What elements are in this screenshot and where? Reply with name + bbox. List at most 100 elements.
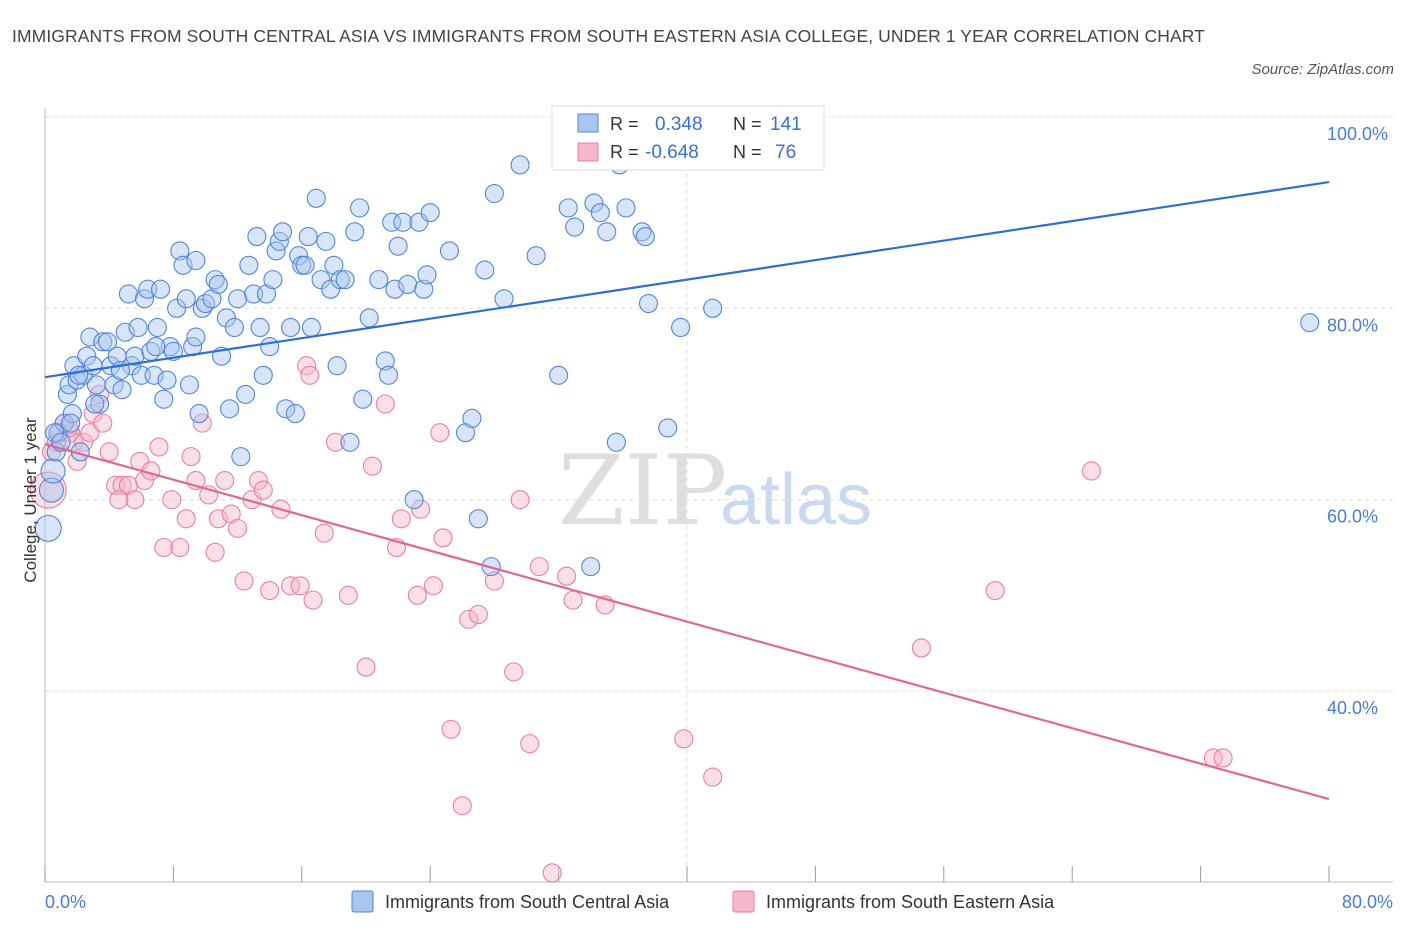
pink-point [391,509,411,529]
pink-point [356,657,376,677]
stats-n-value-1: 141 [770,114,802,135]
blue-point [179,375,199,395]
pink-point [221,504,241,524]
blue-point [202,289,222,309]
blue-point [146,337,166,357]
blue-point [340,432,360,452]
blue-point [359,308,379,328]
pink-point [149,437,169,457]
pink-point [303,590,323,610]
pink-point [504,662,524,682]
blue-point [247,227,267,247]
stats-r-label-1: R = [610,114,639,134]
blue-point [263,270,283,290]
blue-point [420,203,440,223]
blue-point [378,365,399,385]
pink-point [125,490,145,510]
pink-point [484,571,504,591]
blue-point [272,222,293,242]
blue-point [484,183,504,204]
x-tick-labels: 0.0% 80.0% [45,892,1393,912]
pink-point [520,734,540,754]
pink-point [407,585,427,605]
pink-point [441,719,461,739]
blue-point [638,293,659,314]
blue-point [375,351,395,371]
blue-point [144,365,164,385]
blue-point [57,384,78,404]
blue-point [112,380,132,400]
blue-point [90,394,110,414]
pink-point [176,509,196,529]
pink-point [300,365,320,385]
blue-point [236,384,256,404]
blue-point [439,241,460,261]
pink-point [208,509,228,529]
pink-point [468,604,488,625]
blue-point [186,250,206,271]
pink-point [529,557,549,577]
blue-point [281,317,301,338]
pink-series-points [29,356,1233,883]
blue-point [606,432,626,452]
blue-point [85,394,105,414]
pink-point [1213,748,1233,768]
blue-point [316,231,336,251]
pink-point [911,638,931,658]
pink-point [290,576,310,596]
chart-title: IMMIGRANTS FROM SOUTH CENTRAL ASIA VS IM… [12,26,1205,46]
blue-point [115,322,135,342]
blue-point [549,365,569,385]
blue-point [1300,313,1320,333]
pink-point [411,499,431,519]
pink-point [674,729,694,749]
blue-point [62,404,82,424]
blue-point [256,284,277,304]
blue-point [335,270,355,290]
blue-point [398,274,418,294]
blue-point [295,255,315,275]
blue-point [298,227,318,247]
pink-point [325,432,346,452]
blue-point [558,198,578,218]
blue-point [671,317,691,338]
blue-point [581,557,601,577]
blue-point [46,442,66,462]
y-tick-label: 100.0% [1327,124,1388,144]
pink-point [99,442,119,462]
pink-point [375,394,395,414]
blue-point [154,389,174,409]
legend-blue-swatch [351,890,374,913]
pink-point [80,423,100,443]
pink-point [248,470,269,491]
stats-pink-swatch [577,142,599,162]
blue-point [186,327,206,347]
blue-point [189,404,209,424]
pink-point [112,475,132,495]
stats-r-value-2: -0.648 [645,142,699,163]
blue-point [565,217,585,237]
blue-point [301,317,321,338]
blue-point [345,222,365,242]
blue-point [34,514,62,542]
pink-point [985,580,1005,601]
pink-point [260,580,280,601]
blue-point [231,447,251,467]
legend-pink-swatch [732,890,755,913]
blue-point [167,298,187,318]
blue-point [77,346,97,366]
blue-point [369,270,389,290]
legend: Immigrants from South Central Asia Immig… [351,890,1055,913]
blue-point [468,509,488,529]
stats-n-value-2: 76 [775,142,796,163]
blue-point [388,236,408,256]
pink-point [433,528,453,548]
pink-point [205,542,225,562]
pink-point [452,796,472,816]
blue-point [157,370,177,390]
pink-trend-line [44,443,1330,801]
watermark-atlas: atlas [720,460,872,540]
pink-point [281,576,301,596]
pink-point [423,576,443,596]
blue-point [93,332,113,352]
